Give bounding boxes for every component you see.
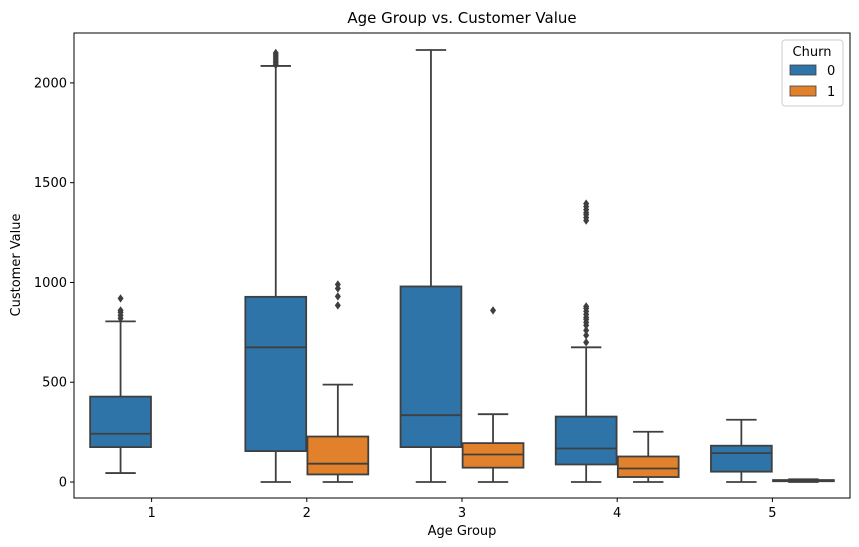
y-tick-label: 500 (42, 376, 67, 391)
legend-swatch-1 (789, 85, 817, 97)
outlier-point (334, 280, 341, 289)
x-tick-label: 3 (458, 506, 466, 521)
y-tick-label: 0 (59, 476, 67, 491)
x-tick-label: 5 (768, 506, 776, 521)
outlier-point (583, 326, 590, 335)
y-tick-label: 1500 (34, 176, 67, 191)
x-tick-label: 2 (303, 506, 311, 521)
box-group (710, 418, 773, 483)
box-iqr (554, 415, 618, 466)
box-group (244, 48, 308, 483)
box-group (399, 49, 463, 483)
outlier-point (117, 306, 124, 315)
outlier-point (583, 331, 590, 340)
box-group (461, 306, 525, 483)
x-tick-label: 4 (613, 506, 621, 521)
outlier-point (334, 301, 341, 310)
box-iqr (399, 285, 463, 449)
outlier-point (272, 48, 279, 58)
box-group (616, 430, 680, 483)
plot-area (89, 48, 835, 483)
box-group (772, 478, 835, 483)
legend-swatch-0 (789, 64, 817, 76)
x-axis: 1 2 3 4 5 (147, 498, 777, 521)
box-iqr (244, 295, 308, 453)
outlier-point (583, 199, 590, 208)
box-group (554, 199, 618, 483)
box-iqr (616, 455, 680, 478)
y-axis: 0 500 1000 1500 2000 (34, 76, 74, 491)
box-iqr (306, 435, 370, 476)
box-iqr (710, 444, 773, 473)
outlier-point (583, 302, 590, 311)
legend-title: Churn (793, 45, 832, 60)
legend-label-1: 1 (827, 85, 835, 100)
box-iqr (89, 395, 152, 449)
x-axis-label: Age Group (428, 524, 497, 539)
y-tick-label: 2000 (34, 76, 67, 91)
x-tick-label: 1 (147, 506, 155, 521)
legend-label-0: 0 (827, 64, 835, 79)
outlier-point (490, 306, 497, 315)
y-axis-label: Customer Value (9, 214, 24, 317)
box-group (89, 294, 152, 474)
y-tick-label: 1000 (34, 276, 67, 291)
chart-title: Age Group vs. Customer Value (347, 9, 576, 27)
outlier-point (583, 338, 590, 347)
legend: Churn 0 1 (781, 39, 844, 107)
box-group (306, 280, 370, 483)
outlier-point (117, 294, 124, 303)
outlier-point (334, 292, 341, 301)
